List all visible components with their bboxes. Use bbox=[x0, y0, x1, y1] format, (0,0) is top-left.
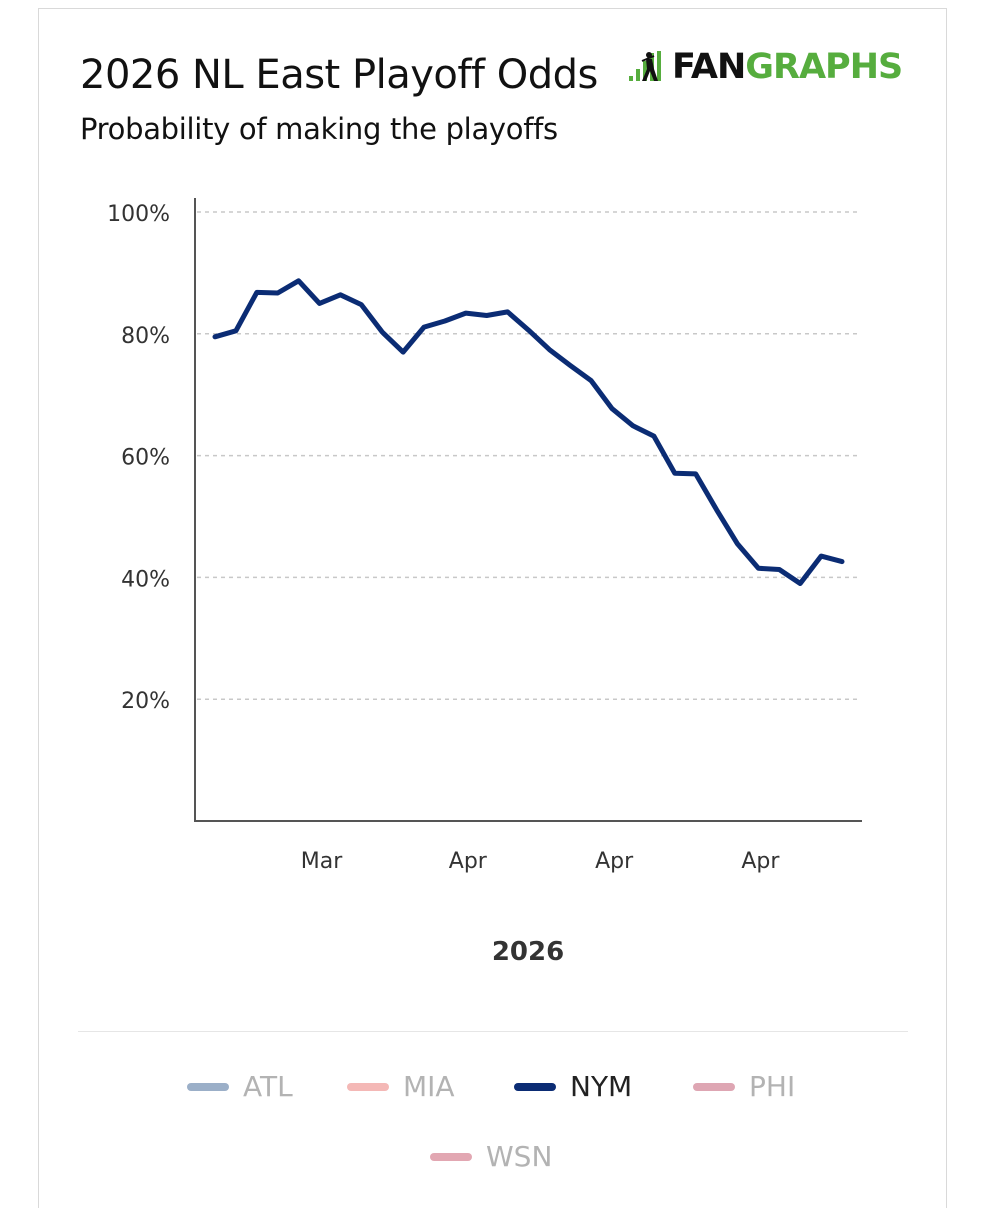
y-tick-label: 40% bbox=[121, 567, 170, 592]
legend-item-mia[interactable]: MIA bbox=[347, 1070, 455, 1103]
x-tick-label: Mar bbox=[301, 849, 343, 874]
y-tick-label: 80% bbox=[121, 324, 170, 349]
series-line-nym bbox=[215, 281, 842, 584]
legend-swatch bbox=[187, 1083, 229, 1091]
x-tick-label: Apr bbox=[449, 849, 488, 874]
x-tick-label: Apr bbox=[741, 849, 780, 874]
legend-swatch bbox=[514, 1083, 556, 1091]
line-chart: 20% 40% 60% 80% 100% Mar Apr Apr Apr 2026 bbox=[0, 0, 987, 1000]
legend-label: PHI bbox=[749, 1070, 795, 1103]
legend-label: NYM bbox=[570, 1070, 632, 1103]
legend-swatch bbox=[347, 1083, 389, 1091]
y-tick-label: 20% bbox=[121, 689, 170, 714]
legend-item-atl[interactable]: ATL bbox=[187, 1070, 293, 1103]
legend-swatch bbox=[430, 1153, 472, 1161]
legend-item-phi[interactable]: PHI bbox=[693, 1070, 795, 1103]
legend-item-nym[interactable]: NYM bbox=[514, 1070, 632, 1103]
x-tick-label: Apr bbox=[595, 849, 634, 874]
legend-divider bbox=[78, 1031, 908, 1032]
legend-item-wsn[interactable]: WSN bbox=[430, 1140, 552, 1173]
legend-label: ATL bbox=[243, 1070, 293, 1103]
legend-label: MIA bbox=[403, 1070, 455, 1103]
legend-label: WSN bbox=[486, 1140, 552, 1173]
legend-swatch bbox=[693, 1083, 735, 1091]
y-tick-label: 100% bbox=[107, 202, 170, 227]
x-axis-label: 2026 bbox=[492, 937, 564, 967]
y-tick-label: 60% bbox=[121, 446, 170, 471]
